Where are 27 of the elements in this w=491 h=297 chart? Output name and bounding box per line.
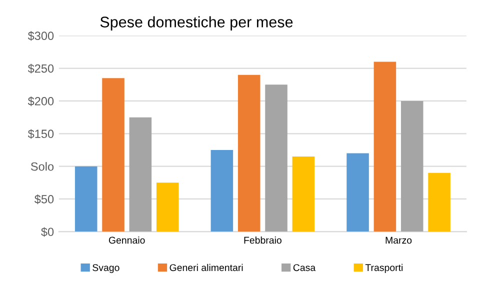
x-tick-label: Marzo [386,236,412,244]
bar [156,182,179,232]
legend-label: Generi alimentari [170,264,243,272]
y-tick-label: Solo [30,162,54,171]
bar [374,62,396,232]
bar [102,78,124,232]
y-tick-label: $200 [28,96,54,106]
legend-label: Trasporti [365,264,403,273]
legend-label: Casa [293,264,316,272]
legend-label: Svago [92,264,120,273]
bar [346,153,369,232]
x-tick-label: Febbraio [244,236,282,244]
y-tick-label: $150 [28,129,54,139]
bar [74,166,98,232]
bar [238,74,260,232]
y-tick-label: $250 [28,64,54,74]
chart-title: Spese domestiche per mese [100,16,293,30]
x-tick-label: Gennaio [108,236,145,244]
bar [400,100,424,232]
bar [129,117,152,232]
y-tick-label: $300 [28,31,54,41]
y-tick-label: $0 [41,227,54,237]
bar [292,156,315,232]
y-tick-label: $50 [34,194,54,204]
bar [428,172,450,232]
bar [265,84,288,232]
bar [210,150,234,232]
